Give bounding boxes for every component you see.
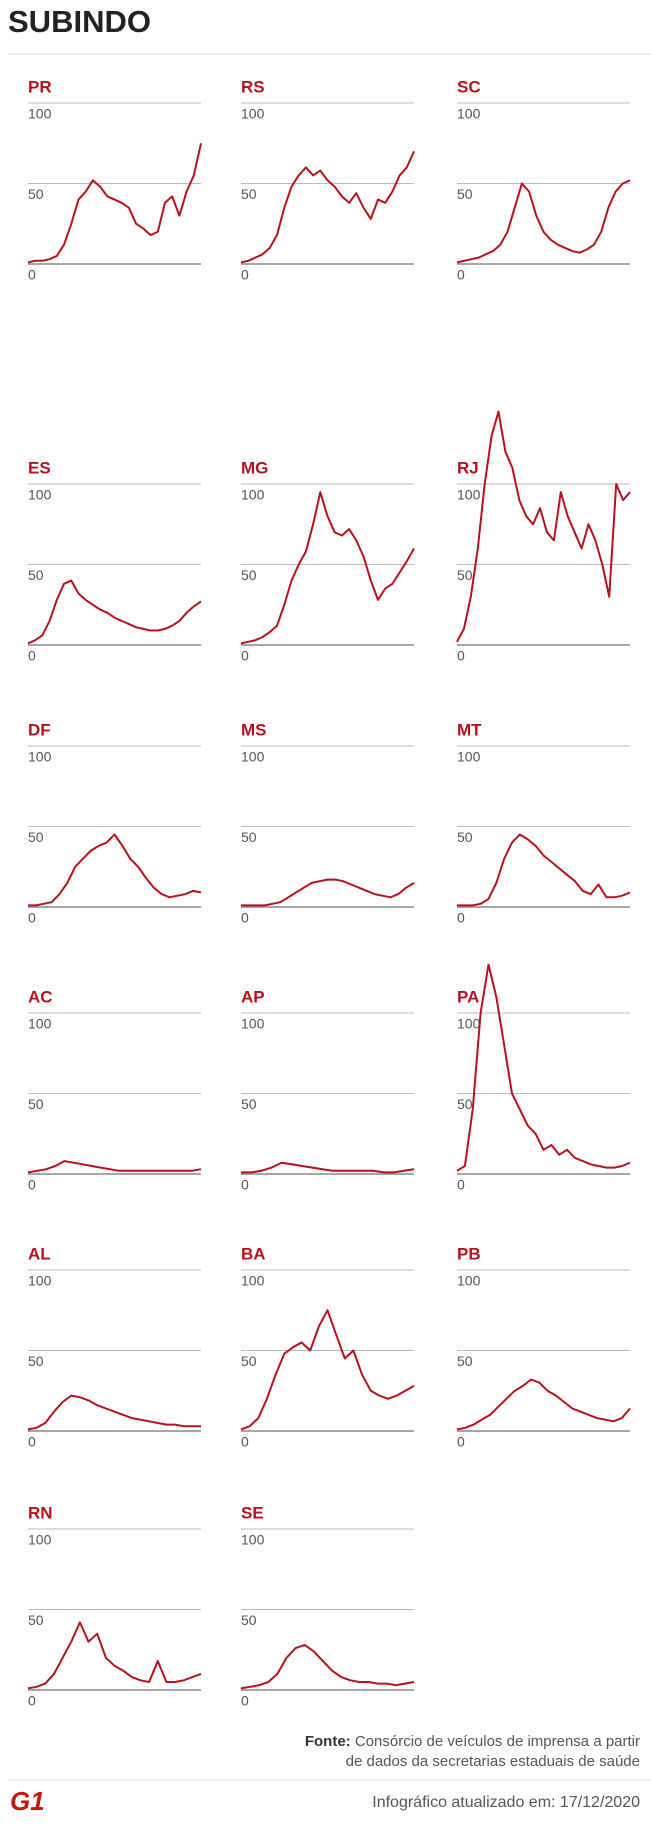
y-tick-label: 50 (28, 829, 44, 845)
y-tick-label: 100 (241, 1532, 265, 1548)
data-line (240, 1309, 415, 1431)
y-tick-label: 100 (457, 749, 481, 765)
data-line (27, 143, 202, 264)
y-tick-label: 0 (28, 648, 36, 664)
y-tick-label: 50 (28, 1096, 44, 1112)
y-tick-label: 50 (28, 567, 44, 583)
data-line (27, 1394, 201, 1431)
source-text: de dados da secretarias estaduais de saú… (346, 1753, 640, 1770)
y-tick-label: 100 (28, 487, 52, 503)
y-tick-label: 100 (241, 1273, 265, 1289)
chart-title: MT (457, 720, 482, 739)
chart-title: AL (28, 1244, 51, 1263)
y-tick-label: 50 (28, 1612, 44, 1628)
data-line (456, 179, 631, 264)
data-line (456, 963, 631, 1172)
data-line (456, 1378, 631, 1431)
y-tick-label: 0 (457, 910, 465, 926)
data-line (241, 878, 415, 907)
y-tick-label: 50 (457, 567, 473, 583)
y-tick-label: 0 (241, 648, 249, 664)
y-tick-label: 0 (457, 648, 465, 664)
data-line (27, 1621, 202, 1690)
chart-title: DF (28, 720, 51, 739)
y-tick-label: 50 (241, 829, 257, 845)
y-tick-label: 0 (241, 1693, 249, 1709)
updated: Infográfico atualizado em: 17/12/2020 (372, 1794, 640, 1811)
y-tick-label: 100 (28, 106, 52, 122)
logo: G1 (10, 1786, 45, 1816)
data-line (28, 833, 202, 907)
y-tick-label: 100 (28, 1016, 52, 1032)
y-tick-label: 50 (241, 567, 257, 583)
y-tick-label: 50 (241, 1353, 257, 1369)
data-line (240, 1643, 415, 1690)
y-tick-label: 100 (241, 487, 265, 503)
chart-title: RS (241, 77, 265, 96)
chart-title: AC (28, 987, 53, 1006)
chart-title: MG (241, 458, 268, 477)
chart-title: SE (241, 1503, 264, 1522)
data-line (241, 1161, 415, 1174)
y-tick-label: 50 (457, 1096, 473, 1112)
y-tick-label: 100 (457, 487, 481, 503)
y-tick-label: 100 (28, 749, 52, 765)
y-tick-label: 50 (457, 829, 473, 845)
source-text: Consórcio de veículos de imprensa a part… (355, 1733, 640, 1750)
y-tick-label: 0 (241, 910, 249, 926)
y-tick-label: 0 (241, 267, 249, 283)
chart-title: SC (457, 77, 481, 96)
chart-title: BA (241, 1244, 266, 1263)
data-line (27, 579, 202, 645)
data-line (27, 1160, 202, 1174)
y-tick-label: 0 (457, 267, 465, 283)
chart-title: PA (457, 987, 479, 1006)
chart-title: PB (457, 1244, 481, 1263)
y-tick-label: 50 (241, 1096, 257, 1112)
data-line (240, 150, 415, 264)
y-tick-label: 100 (457, 106, 481, 122)
y-tick-label: 50 (241, 186, 257, 202)
y-tick-label: 100 (457, 1273, 481, 1289)
chart-title: AP (241, 987, 265, 1006)
source: Fonte: Consórcio de veículos de imprensa… (305, 1733, 640, 1750)
y-tick-label: 50 (28, 186, 44, 202)
y-tick-label: 100 (241, 749, 265, 765)
source-label: Fonte: (305, 1733, 351, 1750)
y-tick-label: 100 (28, 1273, 52, 1289)
y-tick-label: 50 (457, 186, 473, 202)
chart-title: RN (28, 1503, 53, 1522)
y-tick-label: 100 (457, 1016, 481, 1032)
chart-title: PR (28, 77, 52, 96)
y-tick-label: 0 (28, 1177, 36, 1193)
y-tick-label: 50 (457, 1353, 473, 1369)
data-line (456, 410, 631, 643)
chart-title: RJ (457, 458, 479, 477)
data-line (457, 833, 631, 907)
y-tick-label: 0 (241, 1177, 249, 1193)
y-tick-label: 0 (457, 1177, 465, 1193)
y-tick-label: 0 (28, 267, 36, 283)
y-tick-label: 0 (28, 910, 36, 926)
y-tick-label: 100 (241, 1016, 265, 1032)
y-tick-label: 0 (28, 1434, 36, 1450)
y-tick-label: 100 (28, 1532, 52, 1548)
y-tick-label: 0 (28, 1693, 36, 1709)
page-title: SUBINDO (8, 4, 151, 39)
y-tick-label: 50 (28, 1353, 44, 1369)
y-tick-label: 50 (241, 1612, 257, 1628)
y-tick-label: 0 (241, 1434, 249, 1450)
data-line (240, 491, 415, 645)
y-tick-label: 100 (241, 106, 265, 122)
chart-title: ES (28, 458, 51, 477)
chart-title: MS (241, 720, 267, 739)
y-tick-label: 0 (457, 1434, 465, 1450)
